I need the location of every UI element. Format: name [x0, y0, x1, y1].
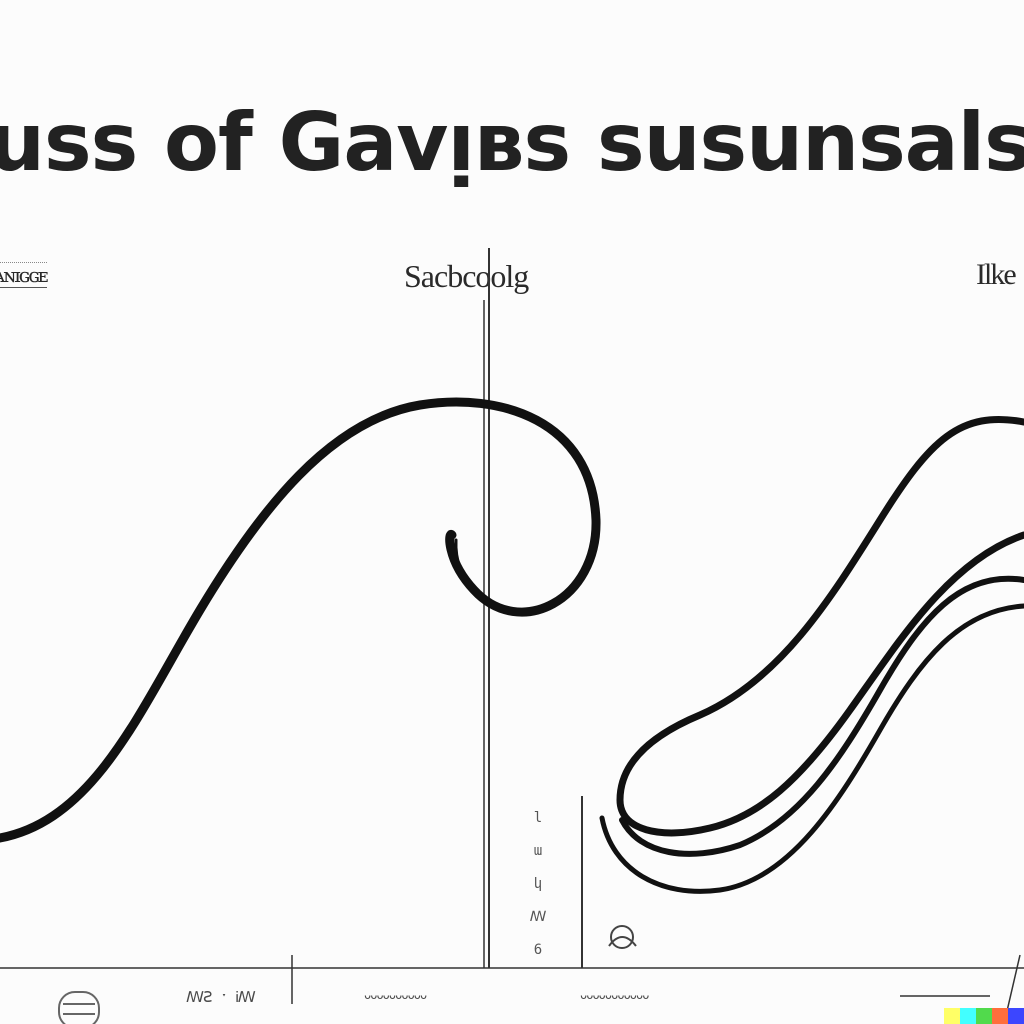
side-tick-labels: l ɯ կ ꟿ 6: [526, 802, 550, 967]
side-tick-label: կ: [533, 876, 543, 892]
left-curve-inner-edge: [454, 538, 478, 598]
right-curve-outer: [616, 415, 1024, 837]
footer-label: ᴗᴗᴗᴗᴗᴗᴗᴗᴗᴗᴗ: [580, 988, 649, 1002]
center-panel-label: Sacbcoolg: [404, 258, 529, 294]
left-panel-label: ᴀɴɪɢɢᴇ: [0, 262, 49, 288]
left-curve: [0, 397, 601, 843]
watermark-swatch: [992, 1008, 1008, 1024]
page-title: uss of Gavᴉʙs susunsalsung: [0, 96, 1024, 189]
footer-label: ꟿꙄ ˑ Ꭵꟿ: [186, 988, 256, 1006]
face-doodle-left: [58, 991, 100, 1024]
footer-label: ᴗᴗᴗᴗᴗᴗᴗᴗᴗᴗ: [364, 988, 427, 1002]
side-tick-label: ꟿ: [529, 909, 547, 925]
right-curve-middle: [619, 575, 1024, 857]
side-tick-label: ɯ: [533, 843, 543, 859]
side-tick-label: 6: [533, 942, 543, 958]
right-curve-inner: [599, 603, 1024, 894]
watermark-swatch: [960, 1008, 976, 1024]
watermark-swatch: [976, 1008, 992, 1024]
watermark-swatch: [944, 1008, 960, 1024]
side-tick-label: l: [533, 810, 543, 826]
watermark-swatch: [1008, 1008, 1024, 1024]
watermark-color-strip: [944, 1008, 1024, 1024]
right-panel-label: Ilke: [976, 258, 1017, 291]
face-doodle-right: [608, 925, 637, 949]
